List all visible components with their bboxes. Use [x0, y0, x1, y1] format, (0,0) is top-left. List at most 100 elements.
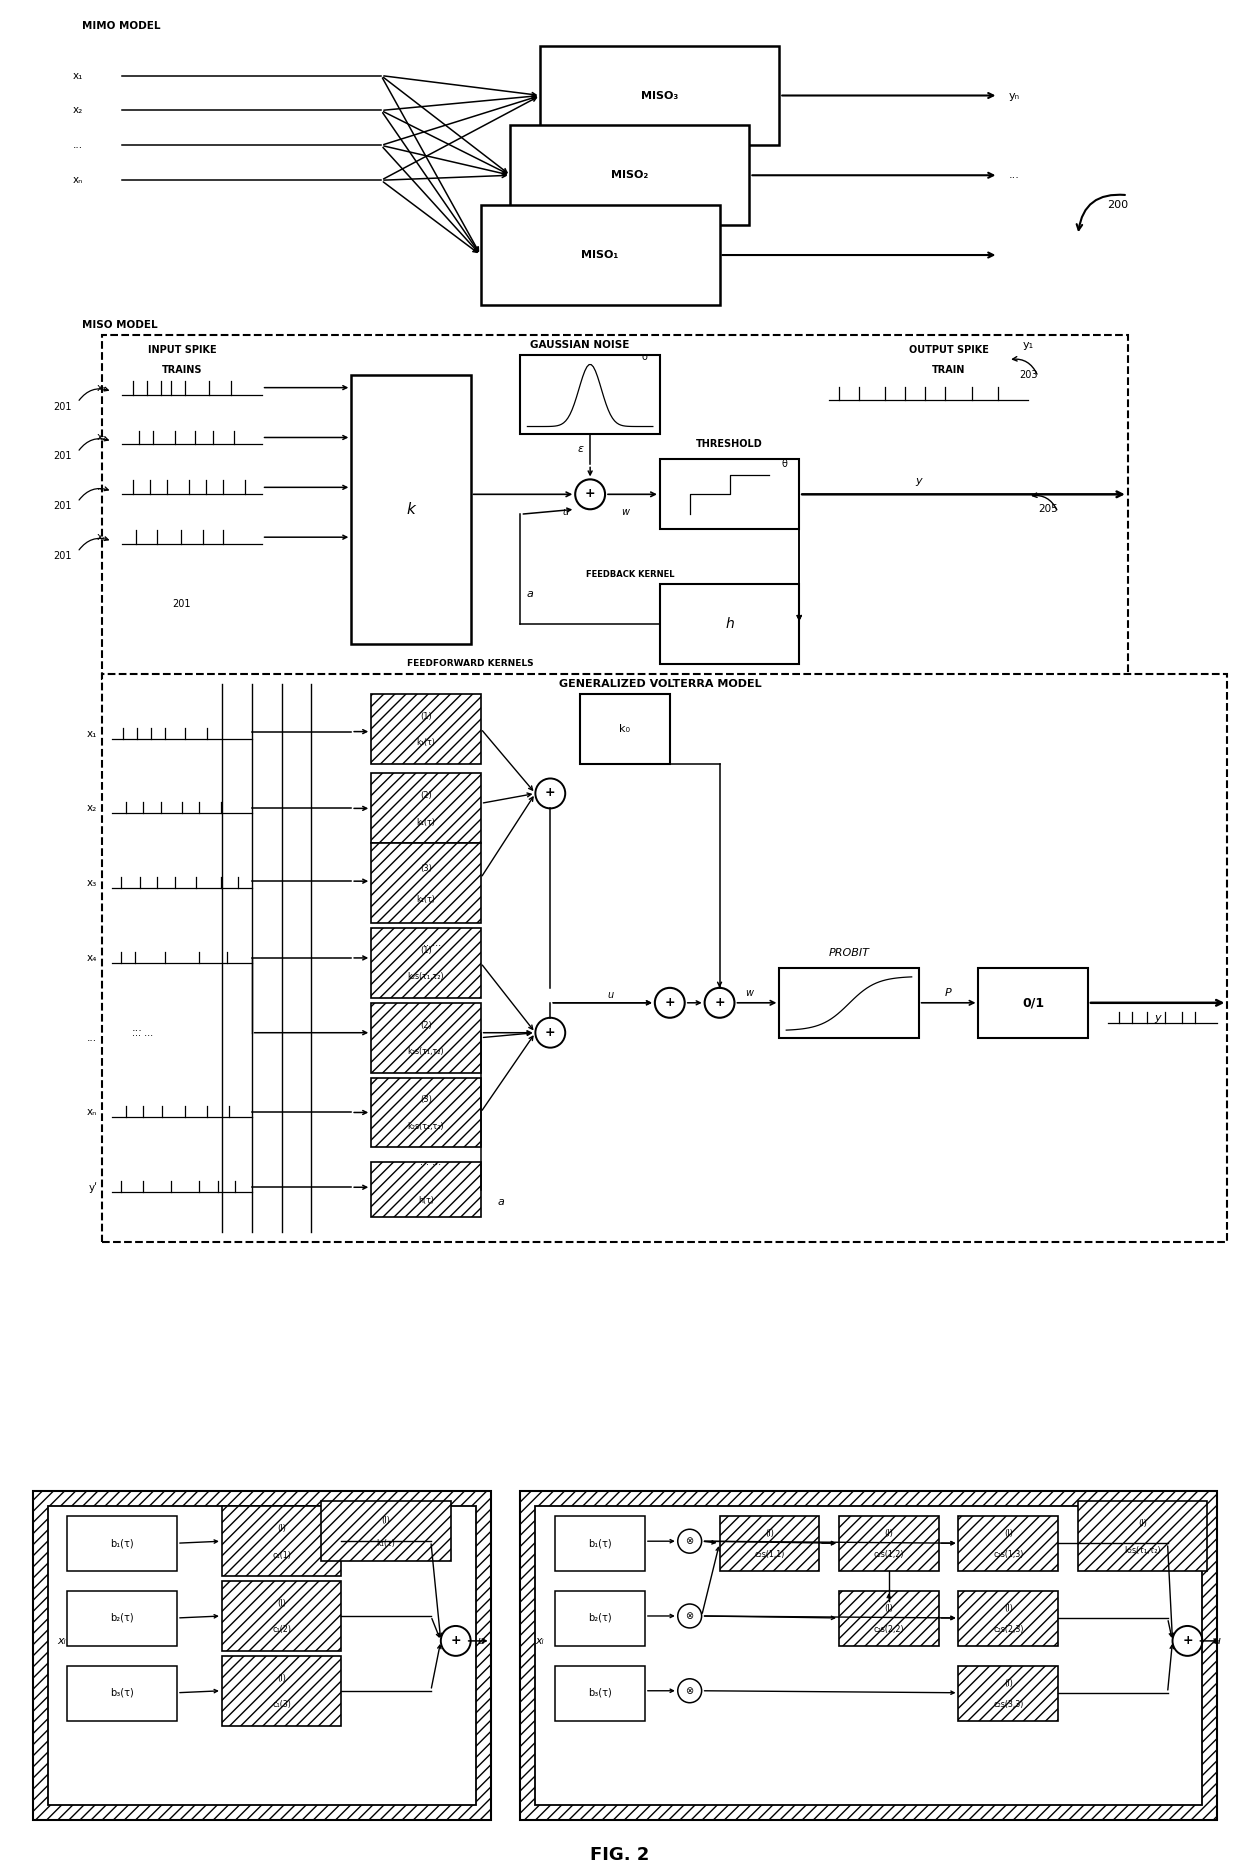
- Bar: [839, 1590, 939, 1646]
- Text: y: y: [1154, 1013, 1161, 1023]
- Text: b₂(τ): b₂(τ): [110, 1613, 134, 1624]
- Bar: [371, 693, 481, 764]
- Bar: [521, 354, 660, 435]
- Bar: [556, 1590, 645, 1646]
- Bar: [67, 1590, 177, 1646]
- Bar: [67, 1665, 177, 1721]
- Bar: [47, 1506, 476, 1806]
- Bar: [959, 1665, 1058, 1721]
- Text: ε: ε: [577, 444, 583, 455]
- Text: INPUT SPIKE: INPUT SPIKE: [148, 345, 216, 354]
- Bar: [959, 1517, 1058, 1571]
- Text: +: +: [546, 787, 556, 800]
- Text: u: u: [608, 989, 613, 1000]
- Text: k₁(τ): k₁(τ): [417, 895, 435, 903]
- Text: 201: 201: [53, 551, 72, 562]
- Text: (l): (l): [1004, 1530, 1013, 1538]
- Text: b₁(τ): b₁(τ): [588, 1538, 611, 1549]
- Text: xₙ: xₙ: [72, 176, 83, 185]
- Text: xₙ: xₙ: [97, 532, 108, 541]
- Text: xᵢ: xᵢ: [57, 1635, 66, 1646]
- Text: ⊗: ⊗: [686, 1611, 693, 1620]
- Text: a: a: [497, 1197, 503, 1208]
- Bar: [660, 459, 800, 530]
- Bar: [580, 693, 670, 764]
- Text: k₂s(τ₁,τ₂): k₂s(τ₁,τ₂): [1125, 1545, 1161, 1555]
- Text: 201: 201: [53, 401, 72, 412]
- Text: k₂s(τ₁,τ₂): k₂s(τ₁,τ₂): [408, 972, 444, 981]
- Text: b₃(τ): b₃(τ): [110, 1688, 134, 1697]
- Bar: [222, 1656, 341, 1725]
- Text: k₂s(τ₁,τ₂): k₂s(τ₁,τ₂): [408, 1047, 444, 1056]
- Text: x₄: x₄: [87, 953, 98, 963]
- Text: (2): (2): [420, 1021, 432, 1030]
- Text: θ: θ: [781, 459, 787, 470]
- Text: (l): (l): [1138, 1519, 1147, 1528]
- Text: MISO₃: MISO₃: [641, 90, 678, 101]
- Text: +: +: [665, 996, 675, 1010]
- Text: (3): (3): [420, 1096, 432, 1105]
- Bar: [103, 674, 1228, 1242]
- Text: b₃(τ): b₃(τ): [588, 1688, 613, 1697]
- Bar: [222, 1581, 341, 1650]
- Bar: [371, 774, 481, 843]
- Text: c₂s(1,3): c₂s(1,3): [993, 1551, 1023, 1558]
- Text: +: +: [1182, 1633, 1193, 1646]
- Text: c₂s(2,3): c₂s(2,3): [993, 1626, 1023, 1633]
- Text: y: y: [915, 476, 923, 487]
- Bar: [321, 1502, 451, 1560]
- Bar: [481, 206, 719, 305]
- Text: FEEDFORWARD KERNELS: FEEDFORWARD KERNELS: [408, 659, 534, 669]
- Text: k: k: [407, 502, 415, 517]
- Text: GENERALIZED VOLTERRA MODEL: GENERALIZED VOLTERRA MODEL: [558, 678, 761, 689]
- Bar: [371, 1163, 481, 1217]
- Text: (l): (l): [1004, 1603, 1013, 1613]
- Text: b₂(τ): b₂(τ): [588, 1613, 611, 1624]
- Text: ⊗: ⊗: [686, 1536, 693, 1547]
- Bar: [978, 968, 1087, 1038]
- Bar: [536, 1506, 1203, 1806]
- Bar: [371, 843, 481, 923]
- Text: TRAIN: TRAIN: [931, 365, 965, 375]
- Text: MISO₁: MISO₁: [582, 249, 619, 260]
- Text: ...: ...: [133, 1023, 143, 1032]
- Text: 201: 201: [53, 502, 72, 511]
- Text: 201: 201: [172, 599, 191, 609]
- Bar: [556, 1665, 645, 1721]
- Text: x₂: x₂: [97, 433, 108, 442]
- Text: x₃: x₃: [87, 878, 98, 888]
- Text: ... ...: ... ...: [420, 1158, 441, 1167]
- Text: P: P: [945, 987, 952, 998]
- Text: yₙ: yₙ: [1008, 90, 1019, 101]
- Text: 203: 203: [1019, 369, 1038, 380]
- Bar: [222, 1506, 341, 1575]
- Bar: [371, 1002, 481, 1073]
- Text: x₂: x₂: [72, 105, 83, 116]
- Text: (l): (l): [1004, 1678, 1013, 1688]
- Text: MISO MODEL: MISO MODEL: [82, 320, 157, 330]
- Text: 0/1: 0/1: [1022, 996, 1044, 1010]
- Text: ...: ...: [87, 1032, 98, 1043]
- Text: ⊗: ⊗: [686, 1686, 693, 1695]
- Bar: [660, 584, 800, 663]
- Text: u: u: [562, 508, 568, 517]
- Bar: [371, 927, 481, 998]
- Text: xᵢ: xᵢ: [536, 1635, 544, 1646]
- Text: y₁: y₁: [1023, 339, 1034, 350]
- Text: MIMO MODEL: MIMO MODEL: [82, 21, 161, 30]
- Text: σ: σ: [642, 352, 649, 361]
- Text: +: +: [714, 996, 725, 1010]
- Text: +: +: [585, 487, 595, 500]
- Text: FEEDBACK KERNEL: FEEDBACK KERNEL: [585, 569, 675, 579]
- Text: k₁(τ): k₁(τ): [417, 738, 435, 747]
- Bar: [521, 1491, 1218, 1821]
- Text: ... ...: ... ...: [420, 938, 441, 948]
- Text: yʹ: yʹ: [88, 1182, 98, 1193]
- Bar: [32, 1491, 491, 1821]
- Text: w: w: [621, 508, 629, 517]
- Text: u: u: [1214, 1635, 1221, 1646]
- Bar: [1078, 1502, 1208, 1571]
- Text: 205: 205: [1038, 504, 1058, 515]
- Text: x₁: x₁: [87, 729, 98, 738]
- Bar: [351, 375, 471, 644]
